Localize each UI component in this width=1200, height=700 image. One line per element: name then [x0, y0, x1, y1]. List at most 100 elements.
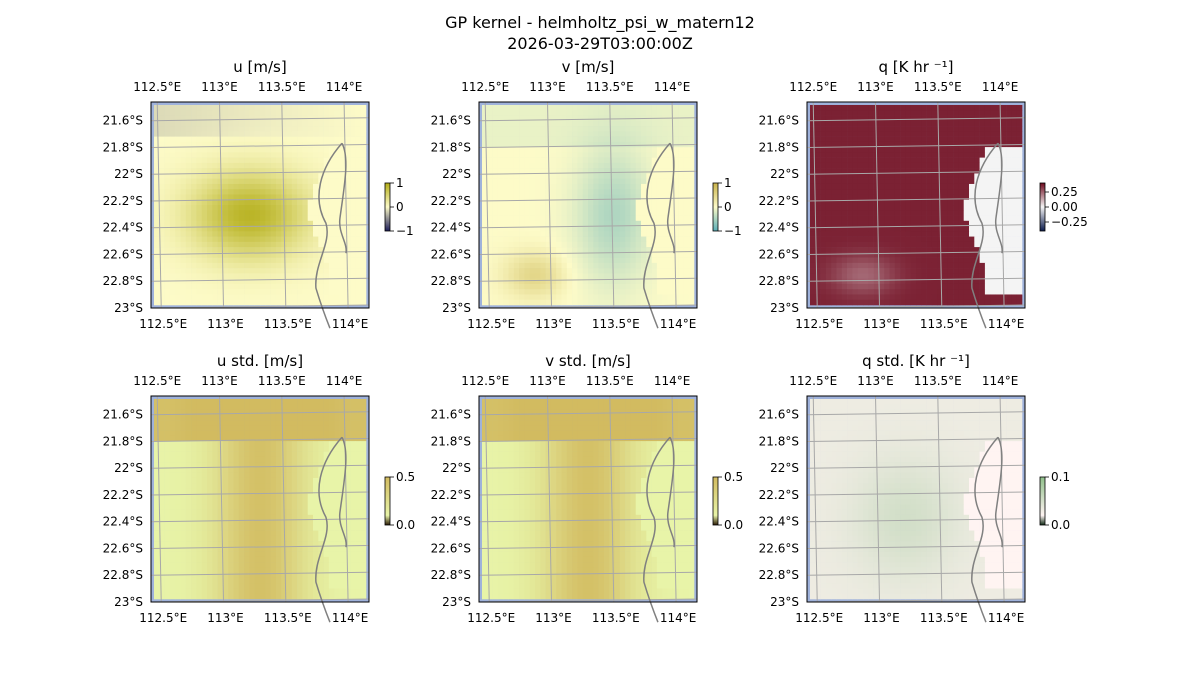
heat-cell — [540, 136, 546, 143]
heat-cell — [307, 131, 314, 137]
heat-cell — [815, 168, 821, 174]
heat-cell — [492, 178, 499, 185]
heat-cell — [254, 226, 261, 232]
heat-cell — [164, 262, 171, 269]
lat-gridline — [478, 197, 698, 202]
heat-cell — [937, 241, 943, 248]
heat-cell — [916, 168, 922, 174]
heat-cell — [328, 252, 335, 258]
heat-cell — [217, 183, 224, 190]
heat-cell — [878, 257, 885, 264]
heat-cell — [963, 231, 970, 237]
heat-cell — [878, 152, 885, 158]
heat-cell — [609, 157, 615, 164]
heat-cell — [260, 147, 266, 153]
heat-cell — [339, 241, 346, 248]
heat-cell — [1016, 126, 1023, 132]
heat-cell — [244, 136, 250, 143]
heat-cell — [905, 168, 911, 174]
heat-cell — [683, 252, 689, 258]
heat-cell — [635, 294, 642, 301]
heat-cell — [1016, 226, 1023, 232]
heat-cell — [889, 205, 896, 211]
heat-cell — [524, 194, 530, 201]
lon-tick-label-top: 113.5°E — [258, 80, 306, 94]
heat-cell — [212, 247, 218, 253]
heat-cell — [884, 210, 890, 216]
heat-cell — [593, 105, 599, 111]
heat-cell — [969, 226, 975, 232]
heat-cell — [635, 105, 642, 111]
heat-cell — [995, 178, 1002, 185]
heat-cell — [969, 168, 975, 174]
heat-cell — [222, 136, 229, 143]
heat-cell — [810, 252, 816, 258]
heat-cell — [651, 210, 658, 216]
heat-cell — [921, 105, 927, 111]
lon-tick-label-top: 113.5°E — [586, 80, 634, 94]
panel-title: q [K hr ⁻¹] — [879, 58, 954, 76]
heat-cell — [169, 194, 176, 201]
heat-cell — [270, 220, 277, 227]
heat-cell — [847, 126, 853, 132]
heat-cell — [1011, 131, 1017, 137]
heat-cell — [180, 430, 187, 437]
heat-cell — [582, 210, 589, 216]
heat-cell — [297, 205, 303, 211]
heat-cell — [513, 226, 520, 232]
heat-cell — [598, 278, 605, 285]
heat-cell — [249, 115, 255, 122]
colorbar-u: 10−1 — [384, 176, 414, 238]
heat-cell — [545, 210, 552, 216]
heat-cell — [212, 183, 218, 190]
heat-cell — [545, 194, 552, 201]
heat-cell — [878, 252, 885, 258]
heat-cell — [497, 147, 504, 153]
heat-cell — [482, 136, 488, 143]
heat-cell — [1006, 220, 1012, 227]
heat-cell — [233, 236, 240, 243]
heat-cell — [678, 241, 684, 248]
heat-cell — [260, 105, 266, 111]
heat-cell — [656, 262, 663, 269]
heat-cell — [868, 268, 874, 274]
heat-cell — [497, 283, 504, 290]
heat-cell — [191, 268, 197, 274]
heat-cell — [916, 152, 922, 158]
heat-cell — [831, 262, 837, 269]
heat-cell — [593, 231, 599, 237]
heat-cell — [630, 136, 636, 143]
heat-cell — [963, 294, 970, 301]
heat-cell — [175, 268, 181, 274]
heat-cell — [641, 220, 647, 227]
heat-cell — [1000, 126, 1007, 132]
heat-cell — [810, 210, 816, 216]
heat-cell — [884, 231, 890, 237]
heat-cell — [561, 241, 568, 248]
heat-cell — [254, 252, 261, 258]
heat-cell — [884, 236, 890, 243]
heat-cell — [582, 105, 589, 111]
heat-cell — [926, 136, 933, 143]
heat-cell — [302, 152, 308, 158]
heat-cell — [662, 215, 668, 222]
heat-cell — [334, 257, 340, 264]
heat-cell — [550, 210, 557, 216]
heat-cell — [1016, 257, 1023, 264]
heat-cell — [154, 247, 160, 253]
heat-cell — [815, 262, 821, 269]
heat-cell — [275, 420, 282, 426]
heat-cell — [1011, 105, 1017, 111]
heat-cell — [815, 247, 821, 253]
heat-cell — [926, 157, 933, 164]
heat-cell — [344, 414, 351, 421]
heat-cell — [916, 131, 922, 137]
heat-cell — [953, 110, 959, 116]
heat-cell — [297, 210, 303, 216]
heat-cell — [857, 178, 864, 185]
heat-cell — [503, 126, 509, 132]
heat-cell — [969, 126, 975, 132]
heat-cell — [513, 168, 520, 174]
heat-cell — [863, 262, 869, 269]
heat-cell — [217, 294, 224, 301]
